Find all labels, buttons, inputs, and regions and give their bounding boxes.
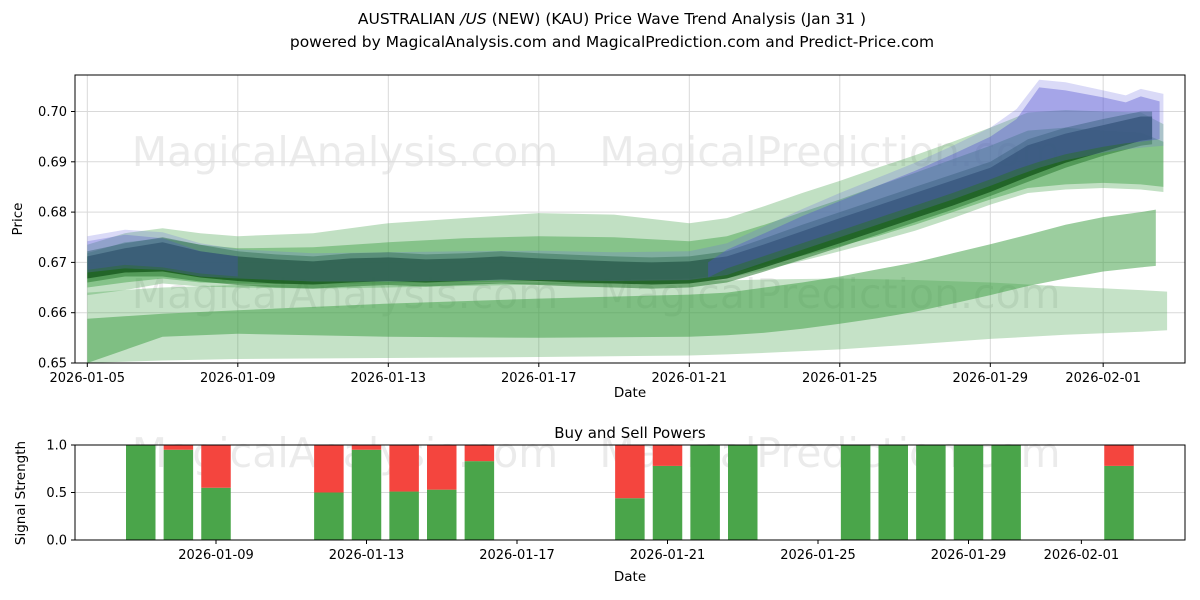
bottom-x-axis: 2026-01-09 2026-01-13 2026-01-17 2026-01-21… (178, 540, 1119, 563)
bottom-x-tick-label: 2026-01-21 (630, 548, 706, 563)
title-pre: AUSTRALIAN (358, 10, 460, 28)
watermark-analysis-3: MagicalAnalysis.com (132, 429, 559, 477)
sell-bar-2026-01-14 (389, 445, 419, 492)
bottom-y-axis: 0.0 0.5 1.0 (46, 439, 75, 549)
bottom-y-tick-label: 0.5 (46, 486, 67, 501)
title-post: (NEW) (KAU) Price Wave Trend Analysis (J… (487, 10, 866, 28)
figure-subtitle: powered by MagicalAnalysis.com and Magic… (290, 33, 934, 51)
buy-bar-2026-01-12 (314, 493, 344, 541)
buy-bar-2026-01-27 (879, 445, 909, 540)
top-y-tick-label: 0.65 (38, 357, 67, 372)
bottom-y-tick-label: 0.0 (46, 534, 67, 549)
top-x-tick-label: 2026-01-17 (501, 371, 577, 386)
buy-bar-2026-01-29 (954, 445, 984, 540)
bottom-y-axis-label: Signal Strength (13, 441, 29, 545)
top-x-tick-label: 2026-01-21 (652, 371, 728, 386)
sell-bar-2026-01-20 (615, 445, 645, 498)
price-wave-chart-canvas: AUSTRALIAN /US (NEW) (KAU) Price Wave Tr… (0, 0, 1200, 600)
bottom-x-tick-label: 2026-01-25 (780, 548, 856, 563)
top-x-tick-label: 2026-01-13 (351, 371, 427, 386)
buy-bar-2026-01-08 (164, 450, 194, 540)
top-x-axis: 2026-01-05 2026-01-09 2026-01-13 2026-01-17… (50, 363, 1141, 386)
buy-bar-2026-01-30 (991, 445, 1021, 540)
bottom-x-tick-label: 2026-01-13 (329, 548, 405, 563)
sell-bar-2026-01-21 (653, 445, 683, 466)
buy-bar-2026-01-15 (427, 490, 457, 540)
sell-bar-2026-01-16 (465, 445, 495, 461)
buy-bar-2026-01-14 (389, 492, 419, 540)
buy-bar-2026-01-21 (653, 466, 683, 540)
buy-bar-2026-01-13 (352, 450, 382, 540)
sell-bar-2026-01-08 (164, 445, 194, 450)
sell-bar-2026-01-13 (352, 445, 382, 450)
price-wave-bands (87, 80, 1167, 363)
bottom-x-tick-label: 2026-02-01 (1044, 548, 1120, 563)
buy-bar-2026-01-07 (126, 445, 156, 540)
top-y-tick-label: 0.70 (38, 105, 67, 120)
top-y-tick-label: 0.69 (38, 155, 67, 170)
bottom-x-tick-label: 2026-01-17 (479, 548, 555, 563)
top-y-tick-label: 0.67 (38, 256, 67, 271)
buy-bar-2026-01-28 (916, 445, 946, 540)
bottom-x-axis-label: Date (614, 569, 646, 585)
buy-bar-2026-01-22 (690, 445, 720, 540)
watermark-analysis-1: MagicalAnalysis.com (132, 128, 559, 176)
top-y-axis: 0.65 0.66 0.67 0.68 0.69 0.70 (38, 105, 75, 372)
top-x-tick-label: 2026-01-29 (953, 371, 1029, 386)
sell-bar-2026-02-02 (1104, 445, 1134, 466)
bottom-x-tick-label: 2026-01-29 (931, 548, 1007, 563)
top-x-tick-label: 2026-01-25 (802, 371, 878, 386)
sell-bar-2026-01-09 (201, 445, 231, 488)
bottom-y-tick-label: 1.0 (46, 439, 67, 454)
top-x-axis-label: Date (614, 385, 646, 401)
bottom-x-tick-label: 2026-01-09 (178, 548, 254, 563)
sell-bar-2026-01-15 (427, 445, 457, 490)
top-x-tick-label: 2026-02-01 (1065, 371, 1141, 386)
buy-bar-2026-01-16 (465, 461, 495, 540)
buy-bar-2026-02-02 (1104, 466, 1134, 540)
buy-bar-2026-01-23 (728, 445, 758, 540)
top-y-tick-label: 0.68 (38, 206, 67, 221)
buy-bar-2026-01-20 (615, 498, 645, 540)
top-x-tick-label: 2026-01-05 (50, 371, 126, 386)
price-wave-figure: AUSTRALIAN /US (NEW) (KAU) Price Wave Tr… (0, 0, 1200, 600)
buy-bar-2026-01-26 (841, 445, 871, 540)
sell-bar-2026-01-12 (314, 445, 344, 493)
top-y-tick-label: 0.66 (38, 306, 67, 321)
top-y-axis-label: Price (10, 203, 26, 236)
figure-title: AUSTRALIAN /US (NEW) (KAU) Price Wave Tr… (358, 10, 866, 28)
top-x-tick-label: 2026-01-09 (200, 371, 276, 386)
title-italic-pair: /US (458, 10, 487, 28)
buy-bar-2026-01-09 (201, 488, 231, 540)
